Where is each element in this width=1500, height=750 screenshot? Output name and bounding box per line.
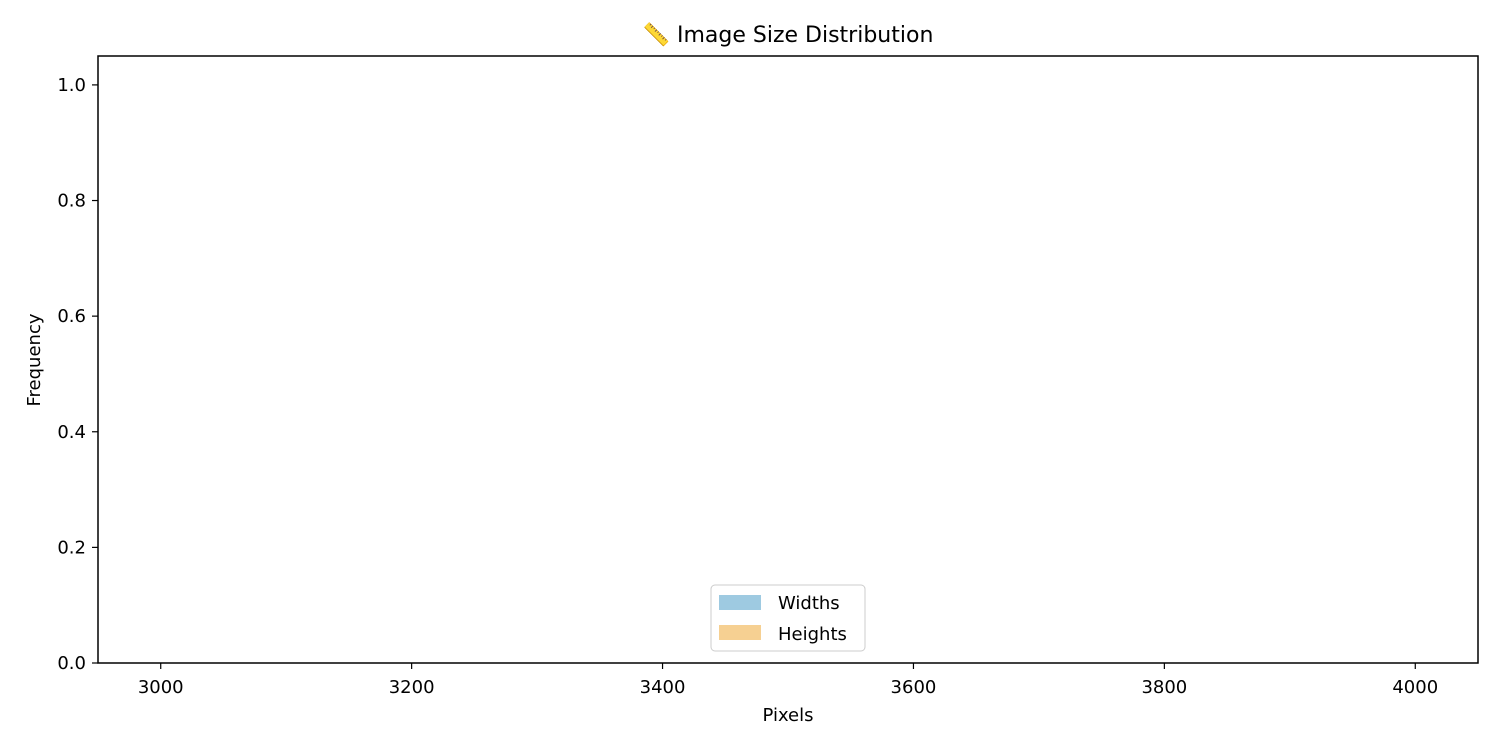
legend-swatch-heights [719, 625, 761, 640]
y-tick-label: 0.0 [57, 653, 86, 674]
y-axis-label: Frequency [24, 313, 45, 406]
x-axis-ticks: 3000 3200 3400 3600 3800 4000 [138, 663, 1438, 698]
legend: Widths Heights [710, 584, 866, 652]
legend-label-heights: Heights [778, 624, 847, 645]
y-tick-label: 1.0 [57, 75, 86, 96]
x-tick-label: 3600 [891, 677, 937, 698]
y-tick-label: 0.4 [57, 422, 86, 443]
legend-swatch-widths [719, 595, 761, 610]
x-axis-label: Pixels [762, 705, 813, 726]
y-tick-label: 0.8 [57, 191, 86, 212]
x-tick-label: 3200 [389, 677, 435, 698]
x-tick-label: 4000 [1392, 677, 1438, 698]
y-axis-ticks: 0.0 0.2 0.4 0.6 0.8 1.0 [57, 75, 98, 674]
plot-frame [97, 55, 1479, 664]
y-tick-label: 0.2 [57, 537, 86, 558]
plot-area [97, 55, 1479, 664]
x-tick-label: 3000 [138, 677, 184, 698]
x-tick-label: 3800 [1141, 677, 1187, 698]
x-tick-label: 3400 [640, 677, 686, 698]
y-tick-label: 0.6 [57, 306, 86, 327]
chart-title: 📏 Image Size Distribution [643, 22, 934, 48]
legend-label-widths: Widths [778, 593, 840, 614]
